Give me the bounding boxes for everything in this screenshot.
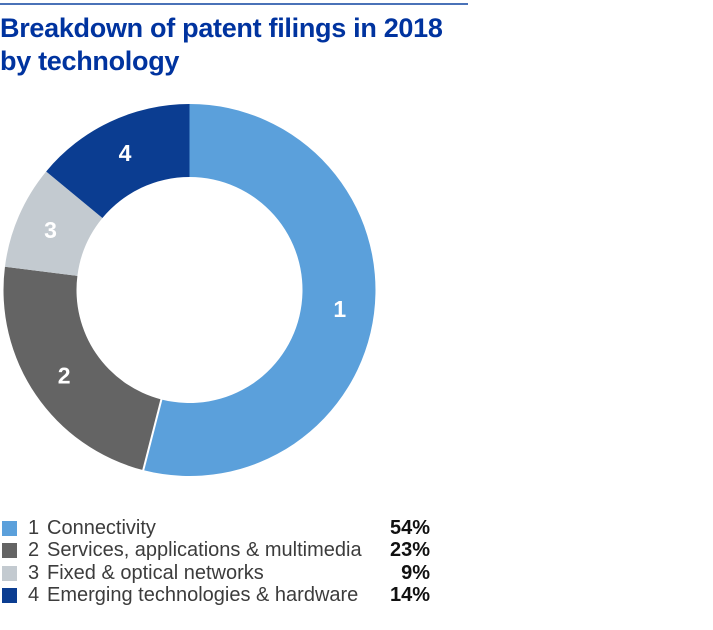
donut-slice-3 [4,171,103,276]
legend: 1 Connectivity 54% 2 Services, applicati… [2,517,430,607]
legend-item-label: Services, applications & multimedia [47,539,362,562]
legend-item-label: Emerging technologies & hardware [47,584,359,607]
slice-number-label-2: 2 [58,362,71,388]
top-rule-divider [0,3,468,5]
legend-swatch [2,588,17,604]
donut-chart: 1 2 3 4 [0,100,380,480]
legend-item-number: 4 [28,584,40,607]
donut-slice-1 [143,104,376,476]
slice-separator [142,398,163,472]
chart-title: Breakdown of patent filings in 2018 by t… [0,12,443,78]
donut-chart-svg: 1 2 3 4 [3,104,376,476]
legend-swatch [2,543,17,559]
legend-item: 4 Emerging technologies & hardware 14% [2,584,430,608]
legend-item-label: Connectivity [47,516,156,539]
donut-slice-2 [3,266,162,471]
legend-item-number: 2 [28,539,40,562]
slice-number-label-3: 3 [44,217,57,243]
legend-item-number: 3 [28,561,40,584]
legend-item: 3 Fixed & optical networks 9% [2,562,430,585]
legend-item-percent: 23% [389,539,430,562]
chart-title-line2: by technology [0,46,180,76]
slice-number-label-4: 4 [119,140,132,166]
legend-item-percent: 14% [389,584,430,607]
legend-item-percent: 54% [389,516,430,539]
legend-item-percent: 9% [401,561,430,584]
legend-item-label: Fixed & optical networks [47,561,264,584]
legend-swatch [2,520,17,536]
donut-slice-4 [46,104,190,218]
slice-number-label-1: 1 [333,296,346,322]
legend-item-number: 1 [28,516,40,539]
legend-item: 2 Services, applications & multimedia 23… [2,539,430,563]
legend-swatch [2,565,17,581]
chart-title-line1: Breakdown of patent filings in 2018 [0,13,443,43]
legend-item: 1 Connectivity 54% [2,517,430,540]
